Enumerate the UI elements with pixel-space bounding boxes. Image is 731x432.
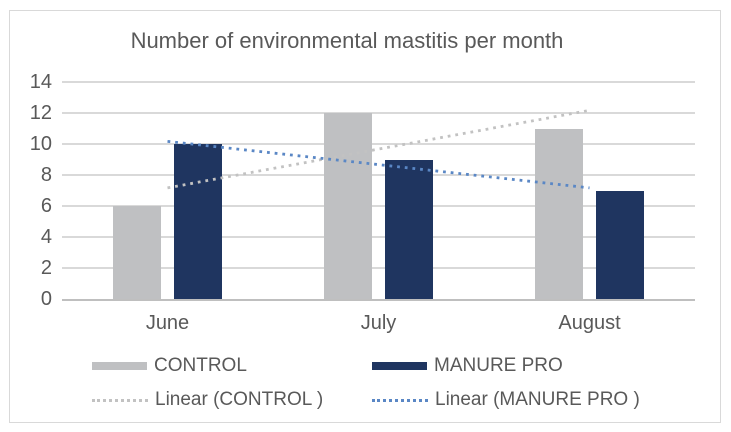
gridline-y-4 [62,236,695,238]
legend-swatch-icon [92,362,147,370]
gridline-y-6 [62,205,695,207]
y-tick-label-4: 4 [40,226,52,248]
legend-dotted-line-icon [92,398,148,402]
gridline-y-2 [62,267,695,269]
legend-label: CONTROL [154,355,247,376]
legend-item-control: CONTROL [92,355,247,377]
y-tick-label-6: 6 [40,195,52,217]
gridline-y-14 [62,81,695,83]
bar-control-july [324,113,372,299]
y-tick-label-14: 14 [29,71,52,93]
bar-control-august [535,128,583,299]
y-tick-label-10: 10 [29,133,52,155]
legend-item-linear-control: Linear (CONTROL ) [92,389,323,411]
x-axis-label-july: July [360,312,397,334]
legend-label: MANURE PRO [434,355,563,376]
y-tick-label-8: 8 [40,164,52,186]
bar-manure-pro-june [174,144,222,299]
x-axis-label-june: June [145,312,190,334]
x-axis-label-august: August [558,312,621,334]
gridline-y-10 [62,143,695,145]
legend-label: Linear (MANURE PRO ) [435,389,640,410]
y-tick-label-0: 0 [40,288,52,310]
gridline-y-8 [62,174,695,176]
bar-control-june [113,206,161,299]
legend-dotted-line-icon [372,398,428,402]
gridline-y-12 [62,112,695,114]
bar-manure-pro-august [596,190,644,299]
bar-manure-pro-july [385,159,433,299]
legend-item-linear-manure-pro: Linear (MANURE PRO ) [372,389,640,411]
y-tick-label-12: 12 [29,102,52,124]
y-tick-label-2: 2 [40,257,52,279]
x-axis-line [62,298,695,301]
legend-swatch-icon [372,362,427,370]
legend-item-manure-pro: MANURE PRO [372,355,563,377]
chart-title: Number of environmental mastitis per mon… [130,28,564,53]
legend-label: Linear (CONTROL ) [155,389,324,410]
